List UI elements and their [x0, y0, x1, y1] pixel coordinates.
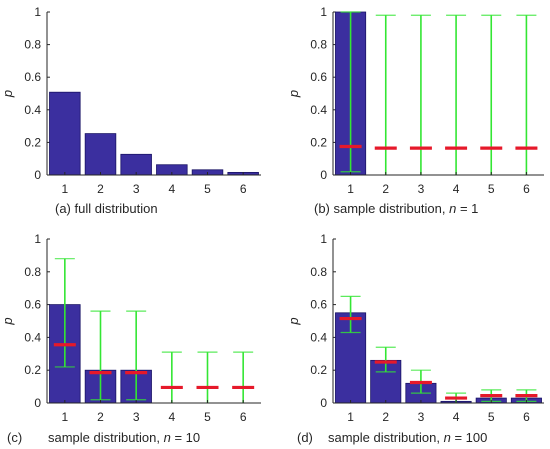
x-tick-label: 3: [133, 182, 140, 196]
caption-text: sample distribution,: [328, 430, 444, 445]
y-tick-label: 0.6: [310, 298, 327, 312]
y-axis-label: p: [286, 317, 301, 325]
x-tick-label: 2: [97, 410, 104, 424]
y-tick-label: 0.4: [24, 330, 41, 344]
y-axis-label: p: [0, 317, 15, 325]
caption-variable: n: [444, 430, 451, 445]
caption-label: (d): [297, 430, 313, 445]
bar-2: [84, 133, 117, 176]
caption-label: (a) full distribution: [55, 201, 158, 216]
x-tick-label: 4: [168, 410, 175, 424]
y-tick-label: 0: [34, 168, 41, 182]
caption-text: sample distribution,: [48, 430, 164, 445]
y-tick-label: 0.2: [310, 363, 327, 377]
x-tick-label: 6: [523, 182, 530, 196]
x-tick-label: 5: [204, 182, 211, 196]
x-tick-label: 3: [418, 182, 425, 196]
x-tick-label: 3: [133, 410, 140, 424]
caption-value: = 1: [456, 201, 478, 216]
y-tick-label: 0: [320, 168, 327, 182]
x-tick-label: 1: [347, 410, 354, 424]
y-tick-label: 0.4: [24, 103, 41, 117]
y-tick-label: 0.8: [310, 38, 327, 52]
x-tick-label: 5: [488, 182, 495, 196]
x-tick-label: 3: [418, 410, 425, 424]
panel-c: 0 0.2 0.4 0.6 0.8 1 p 1 2 3 4 5 6 (c) sample distribut…: [0, 232, 261, 445]
panel-caption: (d) sample distribution, n = 100: [297, 430, 487, 445]
panel-b: 0 0.2 0.4 0.6 0.8 1 p 1 2 3 4 5 6 (b) sample distribu…: [286, 5, 544, 216]
y-tick-label: 0.8: [24, 265, 41, 279]
x-tick-label: 5: [488, 410, 495, 424]
y-tick-label: 0.8: [24, 38, 41, 52]
y-tick-label: 0.8: [310, 265, 327, 279]
y-tick-label: 0.6: [24, 70, 41, 84]
bar-3: [120, 153, 152, 176]
x-tick-label: 4: [168, 182, 175, 196]
y-tick-label: 1: [320, 5, 327, 19]
caption-value: = 100: [451, 430, 488, 445]
x-tick-label: 5: [204, 410, 211, 424]
y-axis-label: p: [286, 90, 301, 98]
caption-label: (b) sample distribution,: [314, 201, 449, 216]
panel-caption: (b) sample distribution, n = 1: [314, 201, 478, 216]
y-axis-label: p: [0, 90, 15, 98]
y-tick-label: 0: [34, 396, 41, 410]
y-tick-label: 1: [320, 232, 327, 246]
bar-1: [49, 91, 81, 176]
y-tick-label: 0: [320, 396, 327, 410]
caption-value: = 10: [171, 430, 200, 445]
x-tick-label: 6: [523, 410, 530, 424]
y-tick-label: 0.4: [310, 330, 327, 344]
y-tick-label: 0.4: [310, 103, 327, 117]
panel-d: 0 0.2 0.4 0.6 0.8 1 p 1 2 3 4 5 6 (d) sample distribut…: [286, 232, 544, 445]
x-tick-label: 4: [453, 182, 460, 196]
x-tick-label: 1: [61, 410, 68, 424]
y-tick-label: 0.6: [310, 70, 327, 84]
x-tick-label: 4: [453, 410, 460, 424]
x-tick-label: 2: [382, 410, 389, 424]
x-tick-label: 2: [382, 182, 389, 196]
y-tick-label: 0.2: [24, 135, 41, 149]
caption-variable: n: [164, 430, 171, 445]
x-tick-label: 2: [97, 182, 104, 196]
caption-label: (c): [7, 430, 22, 445]
panel-caption: (c) sample distribution, n = 10: [7, 430, 200, 445]
panel-caption: (a) full distribution: [55, 201, 158, 216]
y-tick-label: 1: [34, 232, 41, 246]
panel-a: 0 0.2 0.4 0.6 0.8 1 p 1 2 3 4 5 6 (a) full distributi…: [0, 5, 261, 216]
y-tick-label: 1: [34, 5, 41, 19]
x-tick-label: 1: [347, 182, 354, 196]
y-tick-label: 0.6: [24, 298, 41, 312]
caption-variable: n: [449, 201, 456, 216]
y-tick-label: 0.2: [310, 135, 327, 149]
x-tick-label: 1: [61, 182, 68, 196]
x-tick-label: 6: [240, 182, 247, 196]
y-tick-label: 0.2: [24, 363, 41, 377]
x-tick-label: 6: [240, 410, 247, 424]
